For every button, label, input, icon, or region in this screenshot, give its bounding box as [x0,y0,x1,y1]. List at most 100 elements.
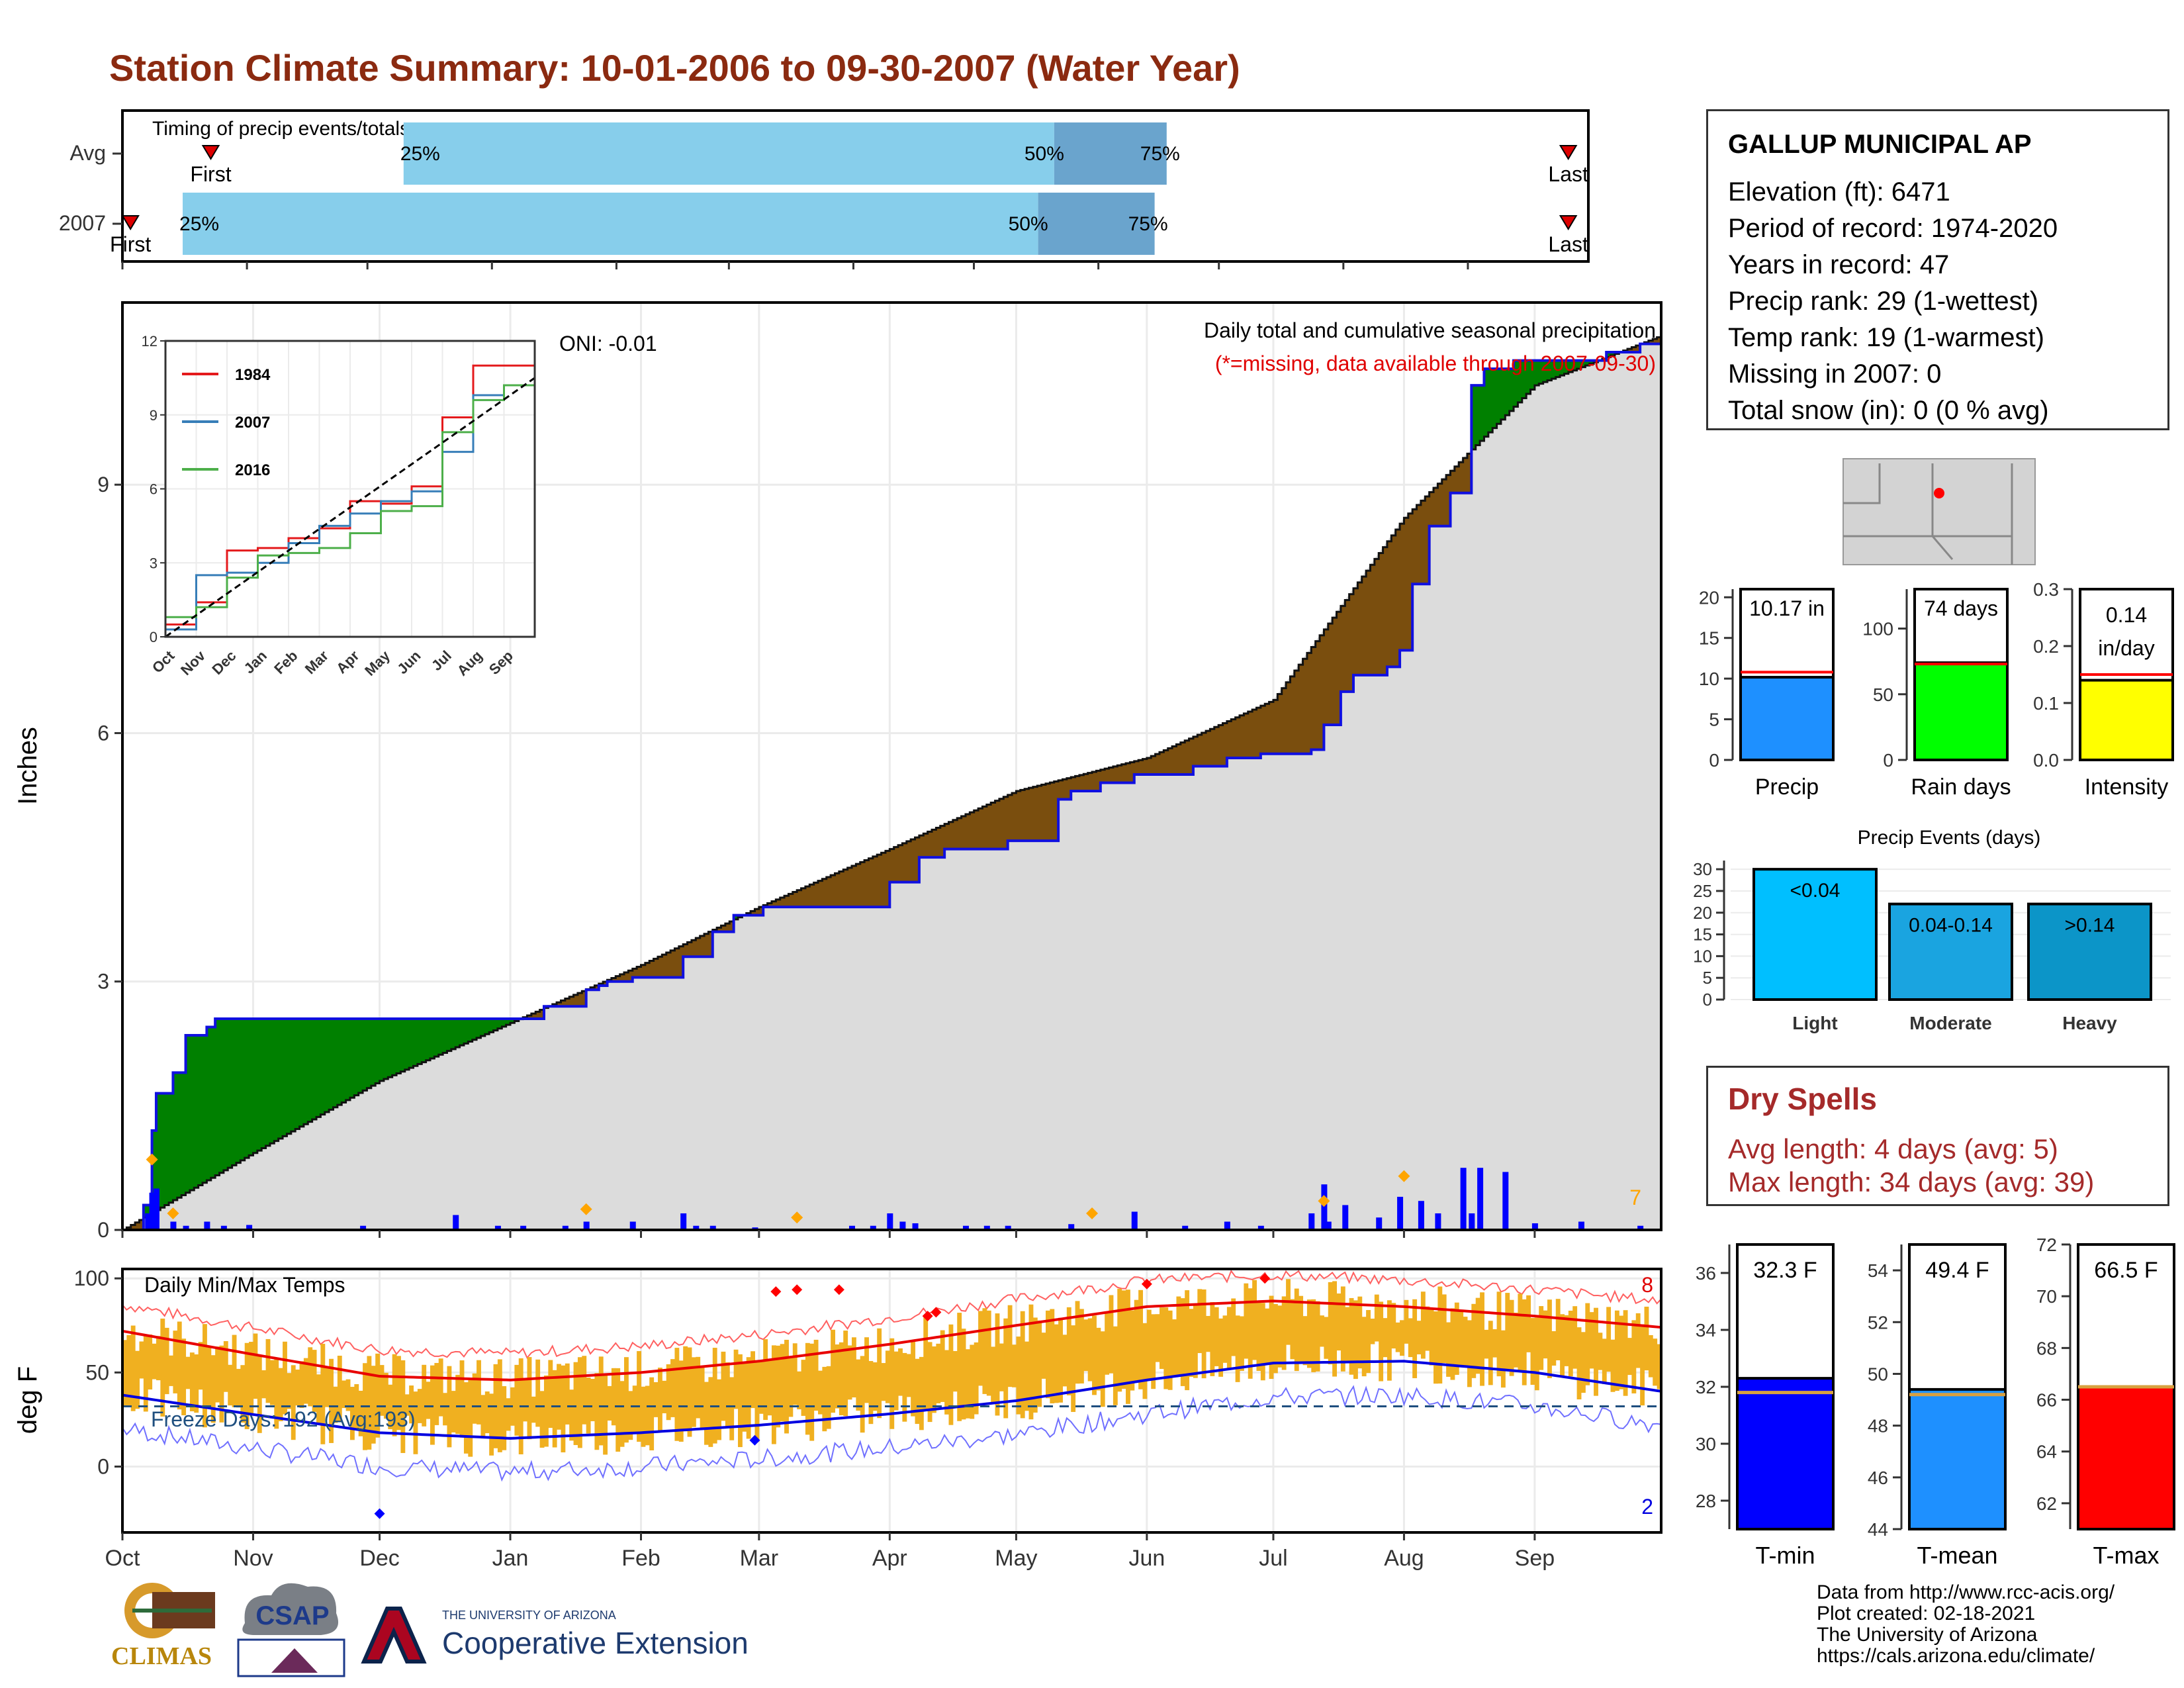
daily-temp-bar [1248,1288,1253,1379]
deficit-band [539,1009,545,1019]
deficit-band [1126,763,1130,783]
daily-temp-bar [569,1389,574,1441]
daily-temp-bar [1167,1310,1173,1390]
daily-temp-bar [1653,1338,1658,1386]
daily-temp-bar [839,1342,844,1415]
daily-temp-bar [514,1364,520,1436]
deficit-band [1218,725,1224,767]
timing-bar-50-75 [1054,122,1167,185]
summary-bar-Precip [1739,676,1835,761]
daily-temp-bar [1294,1288,1299,1372]
deficit-band [1206,731,1211,767]
month-label: Jan [492,1546,529,1571]
deficit-band [1012,792,1017,841]
daily-temp-bar [1087,1318,1093,1382]
month-label: Sep [1515,1546,1555,1571]
first-marker [201,145,220,160]
daily-temp-bar [1589,1312,1594,1369]
daily-temp-bar [489,1393,494,1456]
daily-temp-bar [1315,1301,1320,1372]
deficit-band [1185,740,1190,775]
surplus-band [489,1019,494,1033]
daily-temp-bar [603,1373,608,1455]
surplus-band [506,1019,511,1025]
y-tick-label: 0 [97,1218,109,1242]
deficit-band [1429,492,1434,526]
deficit-band [927,831,933,858]
surplus-band [459,1019,465,1046]
deficit-band [784,896,790,908]
daily-temp-bar [219,1345,224,1423]
surplus-band [181,1072,187,1196]
daily-temp-bar [1568,1310,1573,1377]
deficit-band [1020,790,1025,841]
daily-temp-bar [484,1391,490,1434]
extreme-day-marker [167,1207,179,1219]
station-info-box: GALLUP MUNICIPAL AP Elevation (ft): 6471… [1706,109,2169,430]
deficit-band [818,880,823,908]
daily-temp-bar [1657,1344,1662,1389]
deficit-band [1050,782,1055,841]
surplus-band [463,1019,469,1044]
deficit-band [577,993,582,1007]
locator-map [1843,458,2036,565]
y-tick-label: 100 [74,1266,109,1290]
y-tick-label: 5 [1703,968,1712,988]
daily-temp-bar [177,1321,182,1410]
y-tick-label: 0.2 [2033,636,2059,657]
daily-temp-bar [999,1343,1004,1391]
daily-temp-bar [1041,1333,1046,1379]
deficit-band [1281,688,1287,754]
deficit-band [881,853,886,908]
deficit-band [944,823,950,849]
daily-temp-bar [822,1366,827,1432]
daily-temp-bar [674,1348,680,1441]
daily-temp-bar [409,1385,414,1424]
surplus-band [400,1019,406,1072]
daily-temp-bar [283,1341,287,1415]
last-label: Last [1548,232,1588,256]
daily-temp-bar [375,1353,381,1438]
daily-temp-bar [978,1311,983,1386]
deficit-band [1370,565,1375,675]
deficit-band [582,991,587,1007]
daily-temp-bar [1020,1311,1025,1419]
daily-temp-bar [181,1338,187,1416]
deficit-band [1201,733,1206,767]
daily-temp-bar [952,1350,958,1392]
daily-temp-bar [278,1368,283,1421]
station-line: Years in record: 47 [1728,250,1950,279]
deficit-band [1273,700,1278,754]
surplus-band [417,1019,422,1064]
daily-temp-bar [287,1373,292,1409]
deficit-band [130,1225,136,1230]
summary-bar-label: Intensity [2085,774,2169,800]
surplus-band [363,1019,368,1091]
daily-temp-bar [708,1377,713,1447]
daily-temp-bar [1594,1307,1598,1396]
daily-temp-bar [1635,1313,1641,1368]
daily-temp-bar [535,1359,541,1427]
avg-max-line [122,1299,1662,1382]
event-bar-value: >0.14 [2065,915,2115,937]
daily-temp-bar [1585,1303,1590,1385]
daily-temp-bar [1117,1288,1122,1392]
daily-temp-bar [906,1354,911,1397]
daily-precip-bar [153,1188,159,1230]
daily-precip-bar [1418,1201,1424,1230]
daily-temp-bar [1134,1299,1139,1382]
daily-temp-bar [1395,1322,1400,1352]
record-high-line [122,1269,1662,1359]
deficit-band [1155,754,1160,775]
temp-bar-label: T-min [1756,1542,1815,1569]
daily-temp-bar [1492,1329,1498,1358]
timing-row-label: Avg [69,141,106,165]
daily-temp-bar [619,1381,625,1447]
daily-temp-bar [670,1359,675,1417]
daily-temp-bar [1058,1317,1063,1403]
deficit-band [1079,774,1084,792]
daily-temp-bar [126,1335,132,1406]
deficit-band [1167,748,1173,775]
daily-precip-bar [1321,1184,1328,1230]
